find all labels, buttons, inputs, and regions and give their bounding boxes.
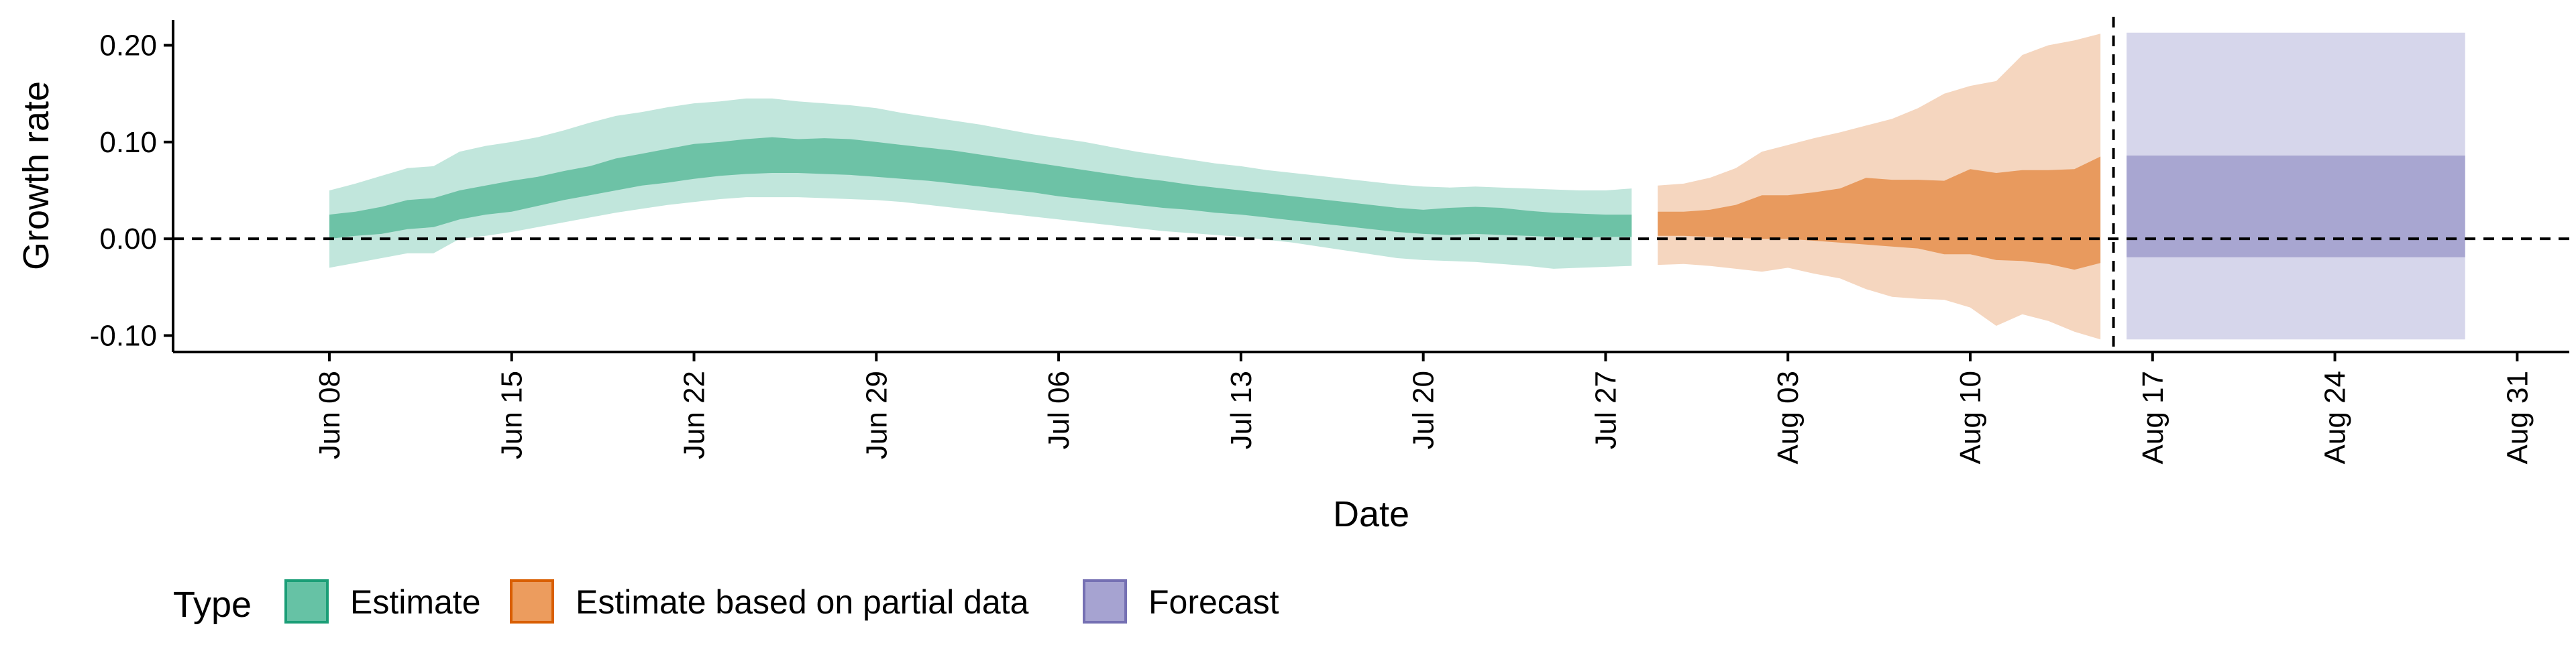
x-tick-label: Jun 08 xyxy=(313,371,346,459)
y-tick-label: -0.10 xyxy=(90,319,157,352)
x-tick-label: Jul 06 xyxy=(1042,371,1075,449)
reference-line-layer xyxy=(173,17,2569,352)
legend-label-estimate-based-on-partial-data: Estimate based on partial data xyxy=(576,583,1029,621)
x-tick-label: Aug 03 xyxy=(1772,371,1805,464)
axis-layer xyxy=(172,20,2569,353)
x-tick-label: Aug 31 xyxy=(2501,371,2534,464)
y-tick-label: 0.20 xyxy=(99,30,157,62)
y-tick-layer: 0.20 0.10 0.00 -0.10 xyxy=(90,30,173,352)
legend-key-estimate xyxy=(284,579,329,624)
x-tick-label: Jun 15 xyxy=(496,371,529,459)
legend-key-forecast xyxy=(1083,579,1127,624)
legend-items: Estimate Estimate based on partial data Fo… xyxy=(284,579,1279,624)
legend-label-forecast: Forecast xyxy=(1148,583,1279,621)
x-axis-title: Date xyxy=(1333,494,1409,534)
band-inner-estimate-based-on-partial-data xyxy=(1658,156,2101,270)
x-tick-label: Jul 13 xyxy=(1225,371,1258,449)
y-tick-label: 0.10 xyxy=(99,126,157,159)
x-tick-label: Jun 22 xyxy=(678,371,711,459)
x-tick-label: Jul 20 xyxy=(1407,371,1440,449)
legend-key-estimate-based-on-partial-data xyxy=(510,579,554,624)
x-tick-layer: Jun 08 Jun 15 Jun 22 Jun 29 Jul 06 Jul 13 Jul … xyxy=(313,352,2534,464)
x-tick-label: Jun 29 xyxy=(860,371,893,459)
legend: Type Estimate Estimate based on partial d… xyxy=(173,579,1279,625)
x-tick-label: Aug 17 xyxy=(2137,371,2169,464)
y-tick-label: 0.00 xyxy=(99,223,157,255)
band-layer xyxy=(329,32,2465,340)
legend-label-estimate: Estimate xyxy=(350,583,481,621)
x-tick-label: Aug 24 xyxy=(2319,371,2352,464)
band-inner-forecast xyxy=(2127,156,2465,257)
x-tick-label: Jul 27 xyxy=(1589,371,1622,449)
legend-title: Type xyxy=(173,585,252,625)
x-tick-label: Aug 10 xyxy=(1954,371,1987,464)
band-inner-estimate xyxy=(329,137,1632,239)
y-axis-title: Growth rate xyxy=(16,81,56,270)
